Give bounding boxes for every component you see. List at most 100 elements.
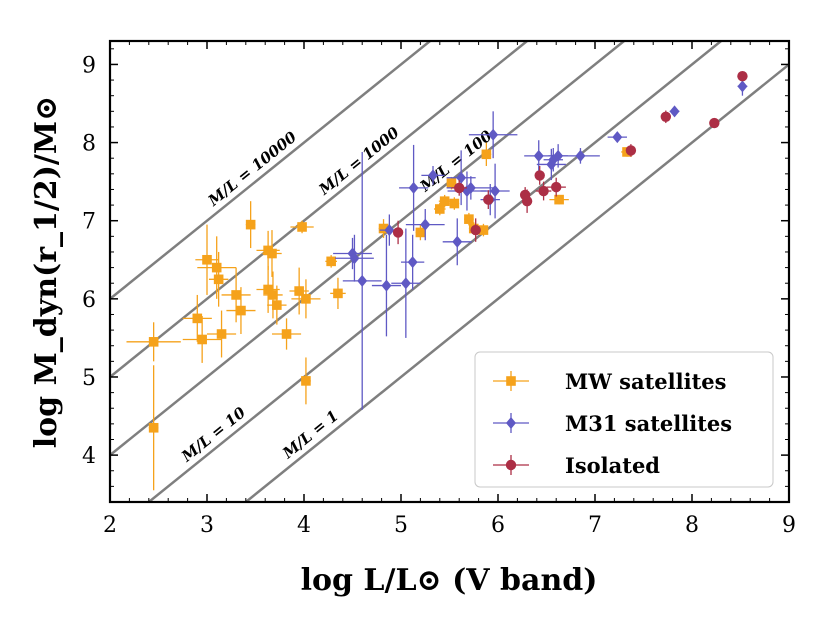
data-point xyxy=(400,277,411,290)
legend: MW satellites M31 satellites Isolated xyxy=(474,351,774,488)
data-point xyxy=(625,145,637,156)
y-tick-label: 7 xyxy=(82,210,96,235)
data-point xyxy=(268,290,278,300)
data-point xyxy=(407,256,418,269)
data-point xyxy=(551,181,562,193)
data-point xyxy=(428,169,439,182)
legend-marker xyxy=(506,376,516,386)
y-tick-label: 5 xyxy=(82,366,96,391)
ml-line-1 xyxy=(243,62,789,502)
plot-frame xyxy=(108,39,791,504)
data-point xyxy=(197,334,207,345)
data-point xyxy=(301,376,311,386)
data-point xyxy=(381,279,392,292)
data-point xyxy=(478,225,489,235)
data-point xyxy=(470,224,481,236)
data-point xyxy=(357,274,368,287)
data-point xyxy=(211,262,222,273)
data-point xyxy=(420,218,431,231)
data-point xyxy=(435,204,445,214)
legend-entry-isolated: Isolated xyxy=(493,453,660,478)
data-point xyxy=(454,182,465,194)
data-point xyxy=(213,274,224,285)
data-point xyxy=(202,254,212,265)
data-point xyxy=(538,185,549,197)
data-point xyxy=(521,195,533,207)
x-tick-label: 4 xyxy=(297,513,311,538)
data-point xyxy=(267,248,277,259)
y-axis-label: log M_dyn(r_1/2)/M⊙ xyxy=(29,96,64,448)
ml-line-10000 xyxy=(110,41,433,301)
data-point xyxy=(534,170,545,181)
data-point xyxy=(192,313,203,324)
data-point xyxy=(272,300,282,310)
data-point xyxy=(737,70,748,82)
ml-line-1000 xyxy=(110,41,530,379)
tick-labels: 2 3 4 5 6 7 8 9 4 5 6 7 8 9 xyxy=(82,53,796,538)
data-point xyxy=(464,214,474,224)
data-point xyxy=(481,149,492,160)
data-point xyxy=(449,198,460,209)
data-point xyxy=(575,149,586,162)
data-point xyxy=(349,252,360,265)
y-tick-label: 6 xyxy=(82,288,96,313)
ml-line-10 xyxy=(146,41,724,502)
x-tick-label: 2 xyxy=(103,513,117,538)
legend-marker xyxy=(505,459,517,471)
data-point xyxy=(533,149,544,162)
data-point xyxy=(737,80,748,93)
data-series xyxy=(126,70,748,491)
data-point xyxy=(148,422,159,433)
data-point xyxy=(301,294,311,304)
legend-box xyxy=(474,351,774,488)
legend-label: MW satellites xyxy=(565,369,726,394)
y-tick-label: 4 xyxy=(82,444,96,469)
data-point xyxy=(612,131,623,144)
data-point xyxy=(446,178,457,189)
legend-entry-mw-satellites: MW satellites xyxy=(493,369,726,394)
data-point xyxy=(490,185,501,198)
data-point xyxy=(326,256,336,267)
x-tick-label: 3 xyxy=(200,513,214,538)
data-point xyxy=(439,196,450,206)
data-point xyxy=(333,288,343,299)
data-point xyxy=(554,194,564,205)
data-point xyxy=(263,284,273,295)
x-tick-label: 8 xyxy=(685,513,699,538)
data-point xyxy=(378,223,389,234)
legend-label: Isolated xyxy=(565,453,660,478)
data-point xyxy=(465,181,476,194)
x-tick-label: 6 xyxy=(491,513,505,538)
data-point xyxy=(669,105,680,118)
data-point xyxy=(384,224,395,237)
x-tick-label: 5 xyxy=(394,513,408,538)
data-point xyxy=(408,181,419,194)
data-point xyxy=(245,219,256,230)
data-point xyxy=(148,337,159,347)
data-point xyxy=(231,290,241,300)
legend-entry-m31-satellites: M31 satellites xyxy=(493,411,732,436)
y-tick-label: 8 xyxy=(82,132,96,157)
data-point xyxy=(294,286,304,296)
data-point xyxy=(216,329,227,339)
data-point xyxy=(660,111,672,122)
data-point xyxy=(297,222,307,232)
data-point xyxy=(392,227,404,238)
data-point xyxy=(553,149,564,162)
x-tick-label: 7 xyxy=(588,513,602,538)
legend-marker xyxy=(506,417,516,429)
data-point xyxy=(281,329,292,339)
series-mw-satellites xyxy=(126,142,633,491)
data-point xyxy=(488,128,499,141)
data-point xyxy=(709,117,720,129)
data-point xyxy=(483,194,494,205)
legend-label: M31 satellites xyxy=(565,411,732,436)
series-isolated xyxy=(392,70,748,245)
axis-ticks xyxy=(109,41,790,503)
x-axis-label: log L/L⊙ (V band) xyxy=(301,563,598,598)
y-tick-label: 9 xyxy=(82,53,96,78)
data-point xyxy=(452,235,463,248)
x-tick-label: 9 xyxy=(782,513,796,538)
